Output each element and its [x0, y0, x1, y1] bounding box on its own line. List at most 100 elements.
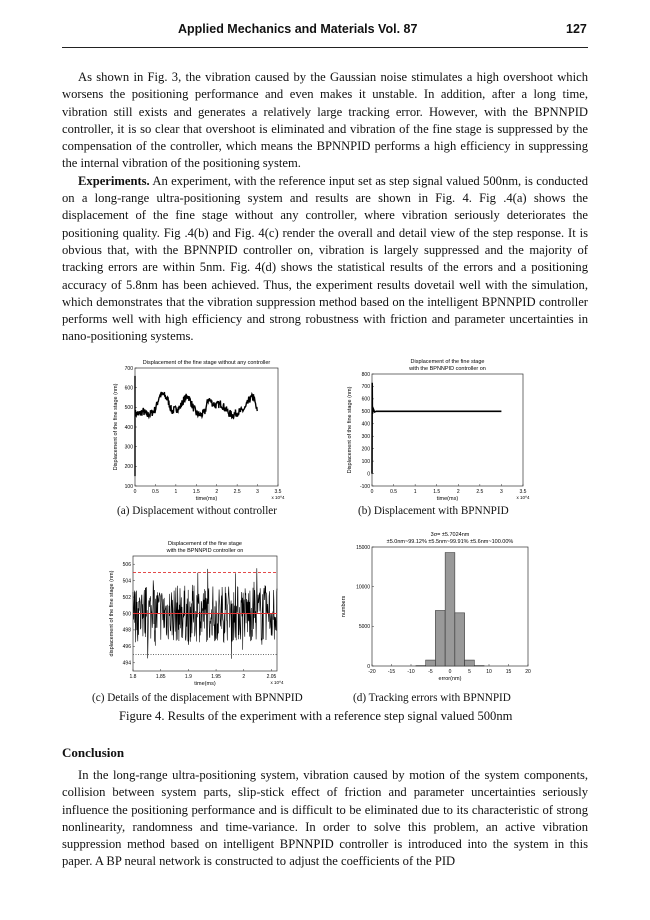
- body-text: As shown in Fig. 3, the vibration caused…: [62, 69, 588, 346]
- x-tick-label: 2.05: [267, 674, 277, 680]
- chart-title: with the BPNNPID controller on: [408, 366, 486, 372]
- chart-title: with the BPNNPID controller on: [166, 548, 244, 554]
- x-tick-label: 1.8: [130, 674, 137, 680]
- histogram-bar: [444, 552, 456, 667]
- y-tick-label: 600: [362, 397, 371, 403]
- x-multiplier: x 10^4: [270, 680, 284, 685]
- x-tick-label: 0: [449, 669, 452, 675]
- y-tick-label: 100: [362, 459, 371, 465]
- x-tick-label: 2.5: [234, 489, 241, 495]
- y-tick-label: 100: [125, 484, 134, 490]
- chart-a: 0 0.5 1 1.5 2 2.5 3 3.5 100 200 300 400 500 600 700 tim…: [113, 360, 285, 502]
- y-tick-label: 500: [362, 409, 371, 415]
- paragraph: Experiments. An experiment, with the ref…: [62, 173, 588, 346]
- x-tick-label: -5: [428, 669, 433, 675]
- y-axis-label: numbers: [341, 596, 347, 618]
- y-tick-label: 504: [123, 578, 132, 584]
- chart-b: 0 0.5 1 1.5 2 2.5 3 3.5-10001002003004005006007…: [347, 359, 530, 502]
- y-tick-label: 500: [125, 405, 134, 411]
- y-axis-label: displacement of the fine stage (nm): [109, 570, 115, 656]
- x-tick-label: -15: [388, 669, 395, 675]
- x-tick-label: 2: [215, 489, 218, 495]
- x-tick-label: 1.9: [185, 674, 192, 680]
- x-tick-label: 5: [468, 669, 471, 675]
- x-tick-label: 1.95: [211, 674, 221, 680]
- y-tick-label: 15000: [356, 545, 370, 551]
- histogram-bar: [464, 659, 475, 667]
- y-tick-label: 496: [123, 644, 132, 650]
- y-tick-label: 800: [362, 372, 371, 378]
- chart-d: -20 -15 -10 -5 0 5 10 15 20 0 5000 10000 15000 error(…: [341, 532, 531, 682]
- y-tick-label: 0: [367, 471, 370, 477]
- y-tick-label: 500: [123, 611, 132, 617]
- x-tick-label: 2: [457, 489, 460, 495]
- x-multiplier: x 10^4: [271, 495, 285, 500]
- x-axis-label: error(nm): [439, 676, 462, 682]
- x-tick-label: 1.5: [433, 489, 440, 495]
- y-tick-label: 200: [125, 464, 134, 470]
- chart-title: 3σ= ±5.7024nm: [431, 532, 470, 538]
- chart-title: ±5.0nm~99.12% ±5.5nm~99.91% ±5.6nm~100.0…: [387, 539, 514, 545]
- y-tick-label: -100: [360, 484, 370, 490]
- paragraph: In the long-range ultra-positioning syst…: [62, 768, 588, 869]
- x-axis-label: time(ms): [437, 496, 459, 502]
- x-tick-label: 1: [174, 489, 177, 495]
- x-tick-label: -20: [368, 669, 375, 675]
- y-tick-label: 300: [125, 444, 134, 450]
- x-tick-label: 3.5: [520, 489, 527, 495]
- y-tick-label: 502: [123, 595, 132, 601]
- y-axis-label: Displacement of the fine stage (nm): [347, 386, 353, 473]
- x-multiplier: x 10^4: [516, 495, 530, 500]
- y-tick-label: 506: [123, 562, 132, 568]
- conclusion-text: In the long-range ultra-positioning syst…: [62, 767, 588, 871]
- subcaption-a: (a) Displacement without controller: [117, 505, 277, 517]
- conclusion-heading: Conclusion: [62, 745, 125, 760]
- y-axis-label: Displacement of the fine stage (nm): [113, 383, 119, 470]
- histogram-bar: [425, 659, 436, 667]
- page-number: 127: [566, 22, 587, 36]
- plot-frame: [371, 373, 524, 487]
- chart-title: Displacement of the fine stage: [168, 541, 242, 547]
- y-tick-label: 700: [125, 366, 134, 372]
- paragraph-text: An experiment, with the reference input …: [62, 173, 588, 344]
- x-tick-label: -10: [407, 669, 414, 675]
- y-tick-label: 400: [125, 425, 134, 431]
- run-in-heading: Experiments.: [78, 173, 150, 188]
- header-rule: [62, 47, 588, 48]
- subcaption-c: (c) Details of the displacement with BPN…: [92, 692, 303, 704]
- series-line: [371, 382, 502, 474]
- journal-header: Applied Mechanics and Materials Vol. 87: [178, 22, 418, 36]
- histogram-bar: [454, 612, 465, 667]
- x-axis-label: time(ms): [196, 496, 218, 502]
- x-tick-label: 2: [242, 674, 245, 680]
- subcaption-d: (d) Tracking errors with BPNNPID: [353, 692, 511, 704]
- y-tick-label: 400: [362, 422, 371, 428]
- chart-c: 1.8 1.85 1.9 1.95 2 2.05 494 496 498 500 502 504 506…: [109, 541, 284, 687]
- x-tick-label: 1: [414, 489, 417, 495]
- y-tick-label: 700: [362, 384, 371, 390]
- series-line: [132, 568, 278, 659]
- x-tick-label: 1.85: [156, 674, 166, 680]
- y-tick-label: 5000: [359, 624, 370, 630]
- x-tick-label: 0.5: [390, 489, 397, 495]
- x-tick-label: 0: [371, 489, 374, 495]
- series-line: [134, 375, 258, 477]
- y-tick-label: 494: [123, 661, 132, 667]
- x-tick-label: 3: [500, 489, 503, 495]
- subcaption-b: (b) Displacement with BPNNPID: [358, 505, 509, 517]
- y-tick-label: 300: [362, 434, 371, 440]
- histogram-bar: [435, 610, 446, 667]
- chart-title: Displacement of the fine stage without a…: [143, 360, 271, 366]
- paragraph: As shown in Fig. 3, the vibration caused…: [62, 70, 588, 171]
- y-tick-label: 200: [362, 446, 371, 452]
- y-tick-label: 498: [123, 628, 132, 634]
- chart-title: Displacement of the fine stage: [411, 359, 485, 365]
- y-tick-label: 10000: [356, 584, 370, 590]
- x-tick-label: 0: [134, 489, 137, 495]
- x-tick-label: 10: [486, 669, 492, 675]
- x-tick-label: 3.5: [275, 489, 282, 495]
- y-tick-label: 0: [367, 664, 370, 670]
- x-tick-label: 3: [256, 489, 259, 495]
- x-tick-label: 15: [506, 669, 512, 675]
